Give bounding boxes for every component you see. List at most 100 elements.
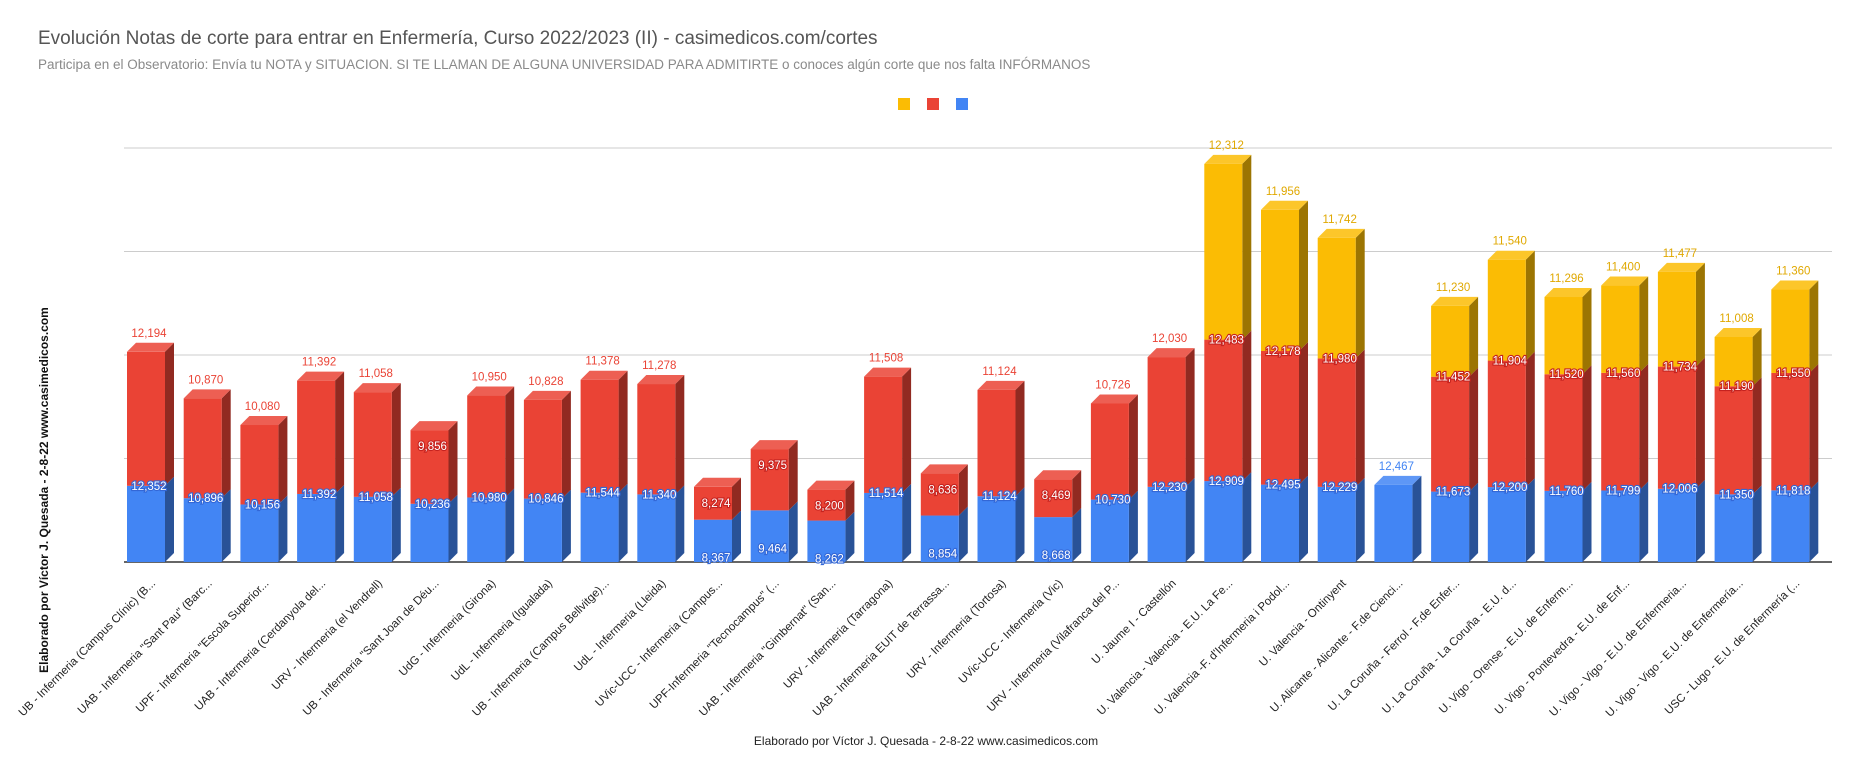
bar-red-0-side xyxy=(165,342,174,486)
bar-red-14[interactable] xyxy=(920,464,968,516)
data-label-blue-25: 11,760 xyxy=(1549,486,1583,498)
bar-yellow-25[interactable] xyxy=(1544,288,1592,375)
data-label-blue-23: 11,673 xyxy=(1436,487,1470,499)
bar-red-16[interactable] xyxy=(1034,470,1082,518)
bar-blue-11[interactable] xyxy=(750,501,798,562)
bar-blue-20[interactable] xyxy=(1261,475,1308,562)
bar-red-2[interactable] xyxy=(240,416,288,505)
bar-blue-16[interactable] xyxy=(1034,508,1082,562)
bar-blue-23[interactable] xyxy=(1431,482,1479,562)
bar-yellow-26[interactable] xyxy=(1601,276,1649,373)
bar-blue-25[interactable] xyxy=(1544,481,1592,562)
bar-red-13[interactable] xyxy=(864,367,912,493)
bar-red-28[interactable] xyxy=(1714,377,1762,495)
bar-red-0[interactable] xyxy=(127,342,174,486)
bar-red-21[interactable] xyxy=(1317,349,1365,487)
bar-red-19[interactable] xyxy=(1204,330,1252,482)
bar-red-15-front xyxy=(977,389,1016,497)
bar-blue-13[interactable] xyxy=(864,483,912,562)
data-label-red-12: 8,200 xyxy=(815,501,844,513)
bar-red-12[interactable] xyxy=(807,480,855,521)
bar-red-11[interactable] xyxy=(750,440,798,511)
bar-red-17-front xyxy=(1090,403,1129,500)
bar-red-24[interactable] xyxy=(1487,351,1535,488)
bar-yellow-20[interactable] xyxy=(1261,200,1308,352)
bar-blue-22[interactable] xyxy=(1374,475,1422,562)
bar-red-1[interactable] xyxy=(183,389,231,499)
data-label-red-14: 8,636 xyxy=(928,484,957,496)
bar-blue-15[interactable] xyxy=(977,487,1025,562)
bar-yellow-28[interactable] xyxy=(1714,327,1762,387)
bar-red-5[interactable] xyxy=(410,421,458,504)
bar-blue-14[interactable] xyxy=(920,506,968,562)
bar-yellow-23[interactable] xyxy=(1431,296,1479,377)
bar-red-27[interactable] xyxy=(1657,357,1705,489)
bar-red-20[interactable] xyxy=(1261,342,1308,485)
data-label-red-19: 12,483 xyxy=(1209,335,1244,347)
bar-red-17[interactable] xyxy=(1090,394,1138,500)
legend-swatch-red[interactable] xyxy=(927,98,939,110)
bar-blue-13-front xyxy=(864,492,903,562)
bar-red-9[interactable] xyxy=(637,375,685,495)
bar-red-8[interactable] xyxy=(580,370,628,493)
bar-top-26 xyxy=(1601,276,1649,286)
bar-red-25[interactable] xyxy=(1544,365,1592,491)
bar-blue-7[interactable] xyxy=(523,489,571,562)
bar-blue-4[interactable] xyxy=(353,487,401,562)
bar-blue-21[interactable] xyxy=(1317,477,1365,562)
bar-yellow-24-front xyxy=(1487,259,1526,361)
bar-yellow-27-side xyxy=(1695,262,1705,367)
bar-blue-28[interactable] xyxy=(1714,485,1762,562)
bar-red-15[interactable] xyxy=(977,380,1025,497)
bar-blue-27[interactable] xyxy=(1657,479,1705,562)
bar-blue-9[interactable] xyxy=(637,485,685,562)
data-label-red-6: 10,950 xyxy=(472,372,507,384)
bar-red-7[interactable] xyxy=(523,390,571,499)
bar-blue-8[interactable] xyxy=(580,483,628,562)
bar-red-18[interactable] xyxy=(1147,348,1195,487)
bar-blue-4-side xyxy=(391,487,401,562)
bar-yellow-24[interactable] xyxy=(1487,250,1535,361)
bar-blue-29[interactable] xyxy=(1771,481,1819,562)
bar-yellow-21[interactable] xyxy=(1317,228,1365,359)
bar-red-14-front xyxy=(920,473,959,516)
bar-blue-5[interactable] xyxy=(410,494,458,562)
legend[interactable] xyxy=(898,98,968,110)
bar-blue-10[interactable] xyxy=(694,510,741,562)
bar-blue-1[interactable] xyxy=(183,489,231,562)
bar-blue-6[interactable] xyxy=(467,488,515,562)
bar-blue-2[interactable] xyxy=(240,495,288,562)
bar-top-7 xyxy=(523,390,571,400)
bar-top-16 xyxy=(1034,470,1082,480)
bar-red-4[interactable] xyxy=(353,383,401,497)
bar-red-29[interactable] xyxy=(1771,363,1819,491)
bar-yellow-25-side xyxy=(1582,288,1592,375)
legend-swatch-yellow[interactable] xyxy=(898,98,910,110)
bar-blue-19[interactable] xyxy=(1204,472,1252,562)
bar-red-10[interactable] xyxy=(694,477,741,520)
x-tick-label-13: URV - Infermeria (Tarragona) xyxy=(782,578,896,692)
bar-red-3-side xyxy=(335,371,345,494)
data-label-red-20: 12,178 xyxy=(1265,346,1300,358)
bar-blue-15-side xyxy=(1015,487,1025,562)
bar-blue-3[interactable] xyxy=(297,484,345,562)
data-label-red-1: 10,870 xyxy=(188,374,223,386)
data-label-red-4: 11,058 xyxy=(359,368,393,380)
bar-blue-18[interactable] xyxy=(1147,477,1195,562)
bar-blue-12[interactable] xyxy=(807,511,855,562)
x-axis-label: Elaborado por Víctor J. Quesada - 2-8-22… xyxy=(753,734,1099,748)
bar-red-26[interactable] xyxy=(1601,363,1649,491)
bar-yellow-27[interactable] xyxy=(1657,262,1705,367)
bar-red-3[interactable] xyxy=(297,371,345,494)
bar-yellow-19[interactable] xyxy=(1204,154,1252,340)
bar-yellow-29[interactable] xyxy=(1771,280,1819,373)
bar-red-23[interactable] xyxy=(1431,367,1479,492)
bar-blue-17[interactable] xyxy=(1090,490,1138,562)
bar-blue-24[interactable] xyxy=(1487,478,1535,562)
data-labels: 12,352 12,194 10,896 10,870 10,156 10,080 11,3… xyxy=(130,140,1811,567)
bar-blue-26-side xyxy=(1639,481,1649,562)
legend-swatch-blue[interactable] xyxy=(956,98,968,110)
bar-blue-0[interactable] xyxy=(127,476,174,562)
bar-red-6[interactable] xyxy=(467,386,515,498)
bar-blue-26[interactable] xyxy=(1601,481,1649,562)
